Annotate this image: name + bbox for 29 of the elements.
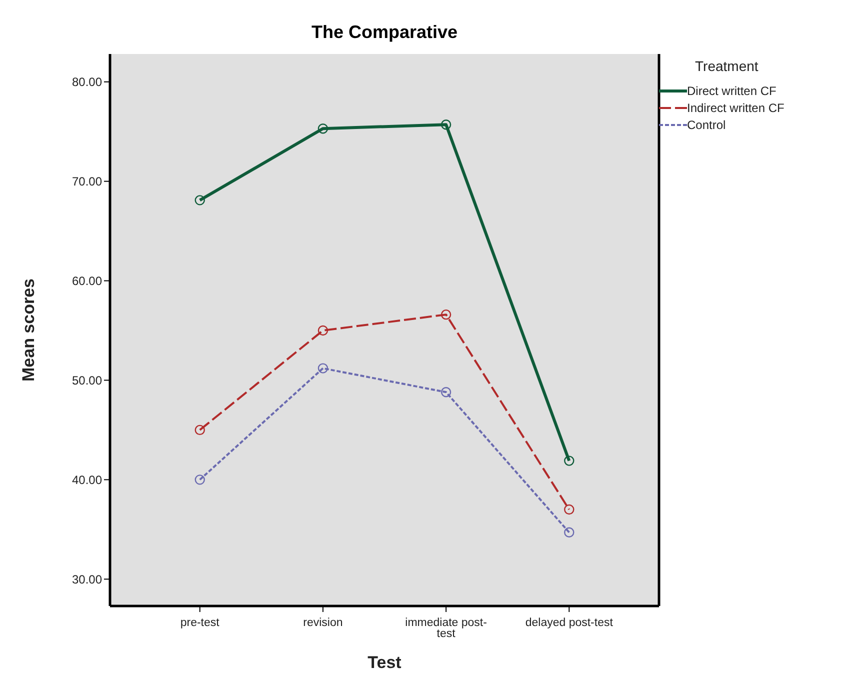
point: [194, 424, 205, 436]
legend-label: Control: [687, 118, 726, 132]
y-tick-label: 60.00: [72, 274, 102, 288]
point: [318, 325, 328, 336]
x-tick-label: pre-test: [180, 617, 220, 629]
point: [564, 527, 574, 538]
point: [440, 120, 452, 130]
y-tick-label: 30.00: [72, 572, 102, 586]
x-tick-label: immediate post-test: [405, 617, 488, 640]
point: [440, 309, 452, 320]
chart-title: The Comparative: [310, 22, 459, 43]
y-axis-title: Mean scores: [19, 278, 38, 382]
point: [440, 387, 452, 398]
legend-title: Treatment: [695, 58, 760, 74]
y-tick-label: 50.00: [72, 373, 102, 388]
legend-label: Direct written CF: [687, 84, 776, 98]
point: [318, 363, 328, 374]
y-tick-label: 40.00: [72, 472, 102, 487]
y-tick-label: 70.00: [72, 174, 102, 189]
y-tick-label: 80.00: [72, 75, 102, 90]
x-tick-label: revision: [303, 617, 343, 629]
x-tick-label: delayed post-test: [525, 617, 614, 629]
legend-label: Indirect written CF: [687, 100, 784, 114]
point: [194, 474, 205, 485]
point: [318, 123, 328, 134]
x-axis-title: Test: [368, 653, 402, 672]
point: [564, 456, 574, 466]
point: [564, 504, 574, 515]
point: [194, 195, 205, 206]
